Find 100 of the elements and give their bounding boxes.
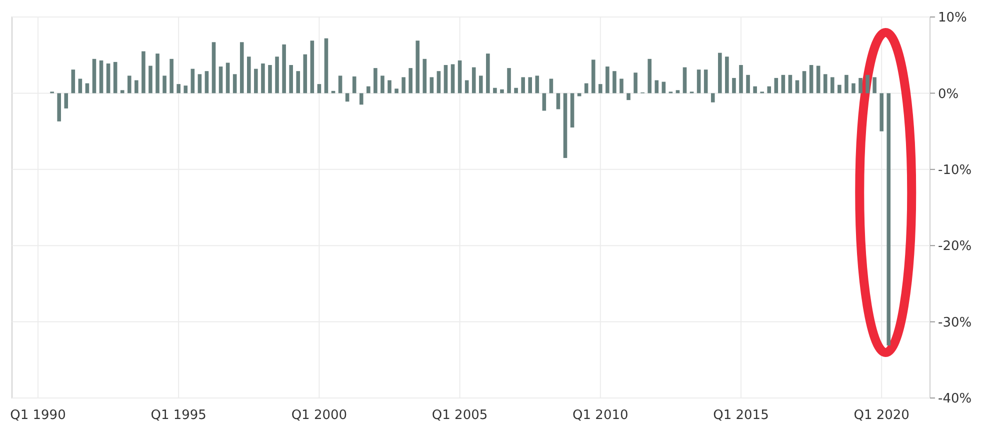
bar [422, 58, 427, 94]
bar [591, 60, 596, 94]
bar [394, 88, 398, 94]
bar [493, 88, 497, 94]
bar [78, 78, 82, 94]
bar [198, 74, 202, 94]
bar [774, 78, 778, 94]
bar [696, 70, 701, 94]
bar [374, 68, 378, 94]
bar [324, 38, 328, 94]
bar [844, 74, 848, 94]
bar [795, 80, 800, 94]
bar [64, 93, 68, 108]
bar [478, 76, 483, 94]
bar [676, 90, 680, 94]
bar [162, 76, 166, 94]
bar [809, 65, 814, 94]
x-tick-label: Q1 1995 [150, 408, 206, 423]
bar [718, 52, 722, 94]
bar [99, 60, 104, 94]
bar [317, 84, 322, 94]
y-tick-label: -30% [938, 315, 972, 330]
bar [542, 93, 546, 111]
bar [626, 93, 630, 100]
bar [577, 93, 582, 96]
bar [254, 68, 258, 94]
bar [296, 71, 300, 94]
x-tick-label: Q1 2000 [291, 408, 348, 423]
bar [176, 84, 180, 94]
bar [507, 68, 511, 94]
bar [226, 62, 230, 94]
bar [606, 66, 610, 94]
bar [528, 77, 532, 94]
bar [598, 84, 602, 94]
bar [556, 93, 560, 110]
bar [261, 63, 265, 94]
x-tick-label: Q1 2020 [854, 408, 910, 423]
bar [648, 58, 652, 94]
bar [170, 58, 174, 94]
bar [310, 40, 314, 94]
y-tick-label: -10% [938, 162, 972, 178]
bar [430, 77, 434, 94]
bar [880, 93, 884, 132]
bar [275, 56, 279, 94]
bar [781, 74, 786, 94]
bar [148, 66, 152, 94]
bar [92, 58, 96, 94]
bar [620, 78, 624, 94]
bar [218, 66, 223, 94]
bar [838, 84, 842, 94]
bar [704, 70, 708, 94]
bar [535, 76, 540, 94]
bar [486, 54, 490, 94]
y-tick-label: 0% [938, 86, 959, 102]
bar [514, 88, 518, 94]
y-tick-label: -40% [938, 392, 972, 407]
x-tick-label: Q1 1990 [10, 408, 66, 423]
bar [71, 70, 76, 94]
bar [416, 40, 420, 94]
bar [767, 86, 772, 94]
bar [156, 54, 160, 94]
bar [612, 71, 616, 94]
y-tick-label: 10% [938, 10, 967, 26]
bar [521, 77, 525, 94]
bar [458, 60, 462, 94]
bar [338, 76, 342, 94]
bar [436, 71, 441, 94]
bar [184, 86, 188, 94]
bar [549, 78, 554, 94]
bar [654, 80, 659, 94]
bar [788, 74, 792, 94]
bar [563, 93, 568, 158]
bar [366, 86, 370, 94]
bar [127, 76, 132, 94]
bar [682, 67, 687, 94]
x-tick-label: Q1 2015 [713, 408, 769, 423]
bar [450, 64, 455, 94]
bar [872, 77, 876, 94]
bar [402, 77, 406, 94]
bar [388, 80, 392, 94]
bar [634, 72, 638, 94]
bar [120, 90, 124, 94]
bar [303, 54, 308, 94]
bar [268, 65, 272, 94]
bar [204, 71, 209, 94]
bar [816, 66, 820, 94]
bar [240, 42, 244, 94]
bar [823, 74, 828, 94]
bar [106, 63, 110, 94]
bar [858, 78, 862, 94]
bar [113, 62, 118, 94]
bar [725, 56, 729, 94]
bar [444, 65, 448, 94]
bar [57, 93, 61, 122]
bar [190, 68, 195, 94]
bar [352, 76, 356, 94]
y-tick-label: -20% [938, 239, 972, 254]
bar [866, 74, 870, 94]
bar [732, 78, 736, 94]
bar [134, 80, 138, 94]
